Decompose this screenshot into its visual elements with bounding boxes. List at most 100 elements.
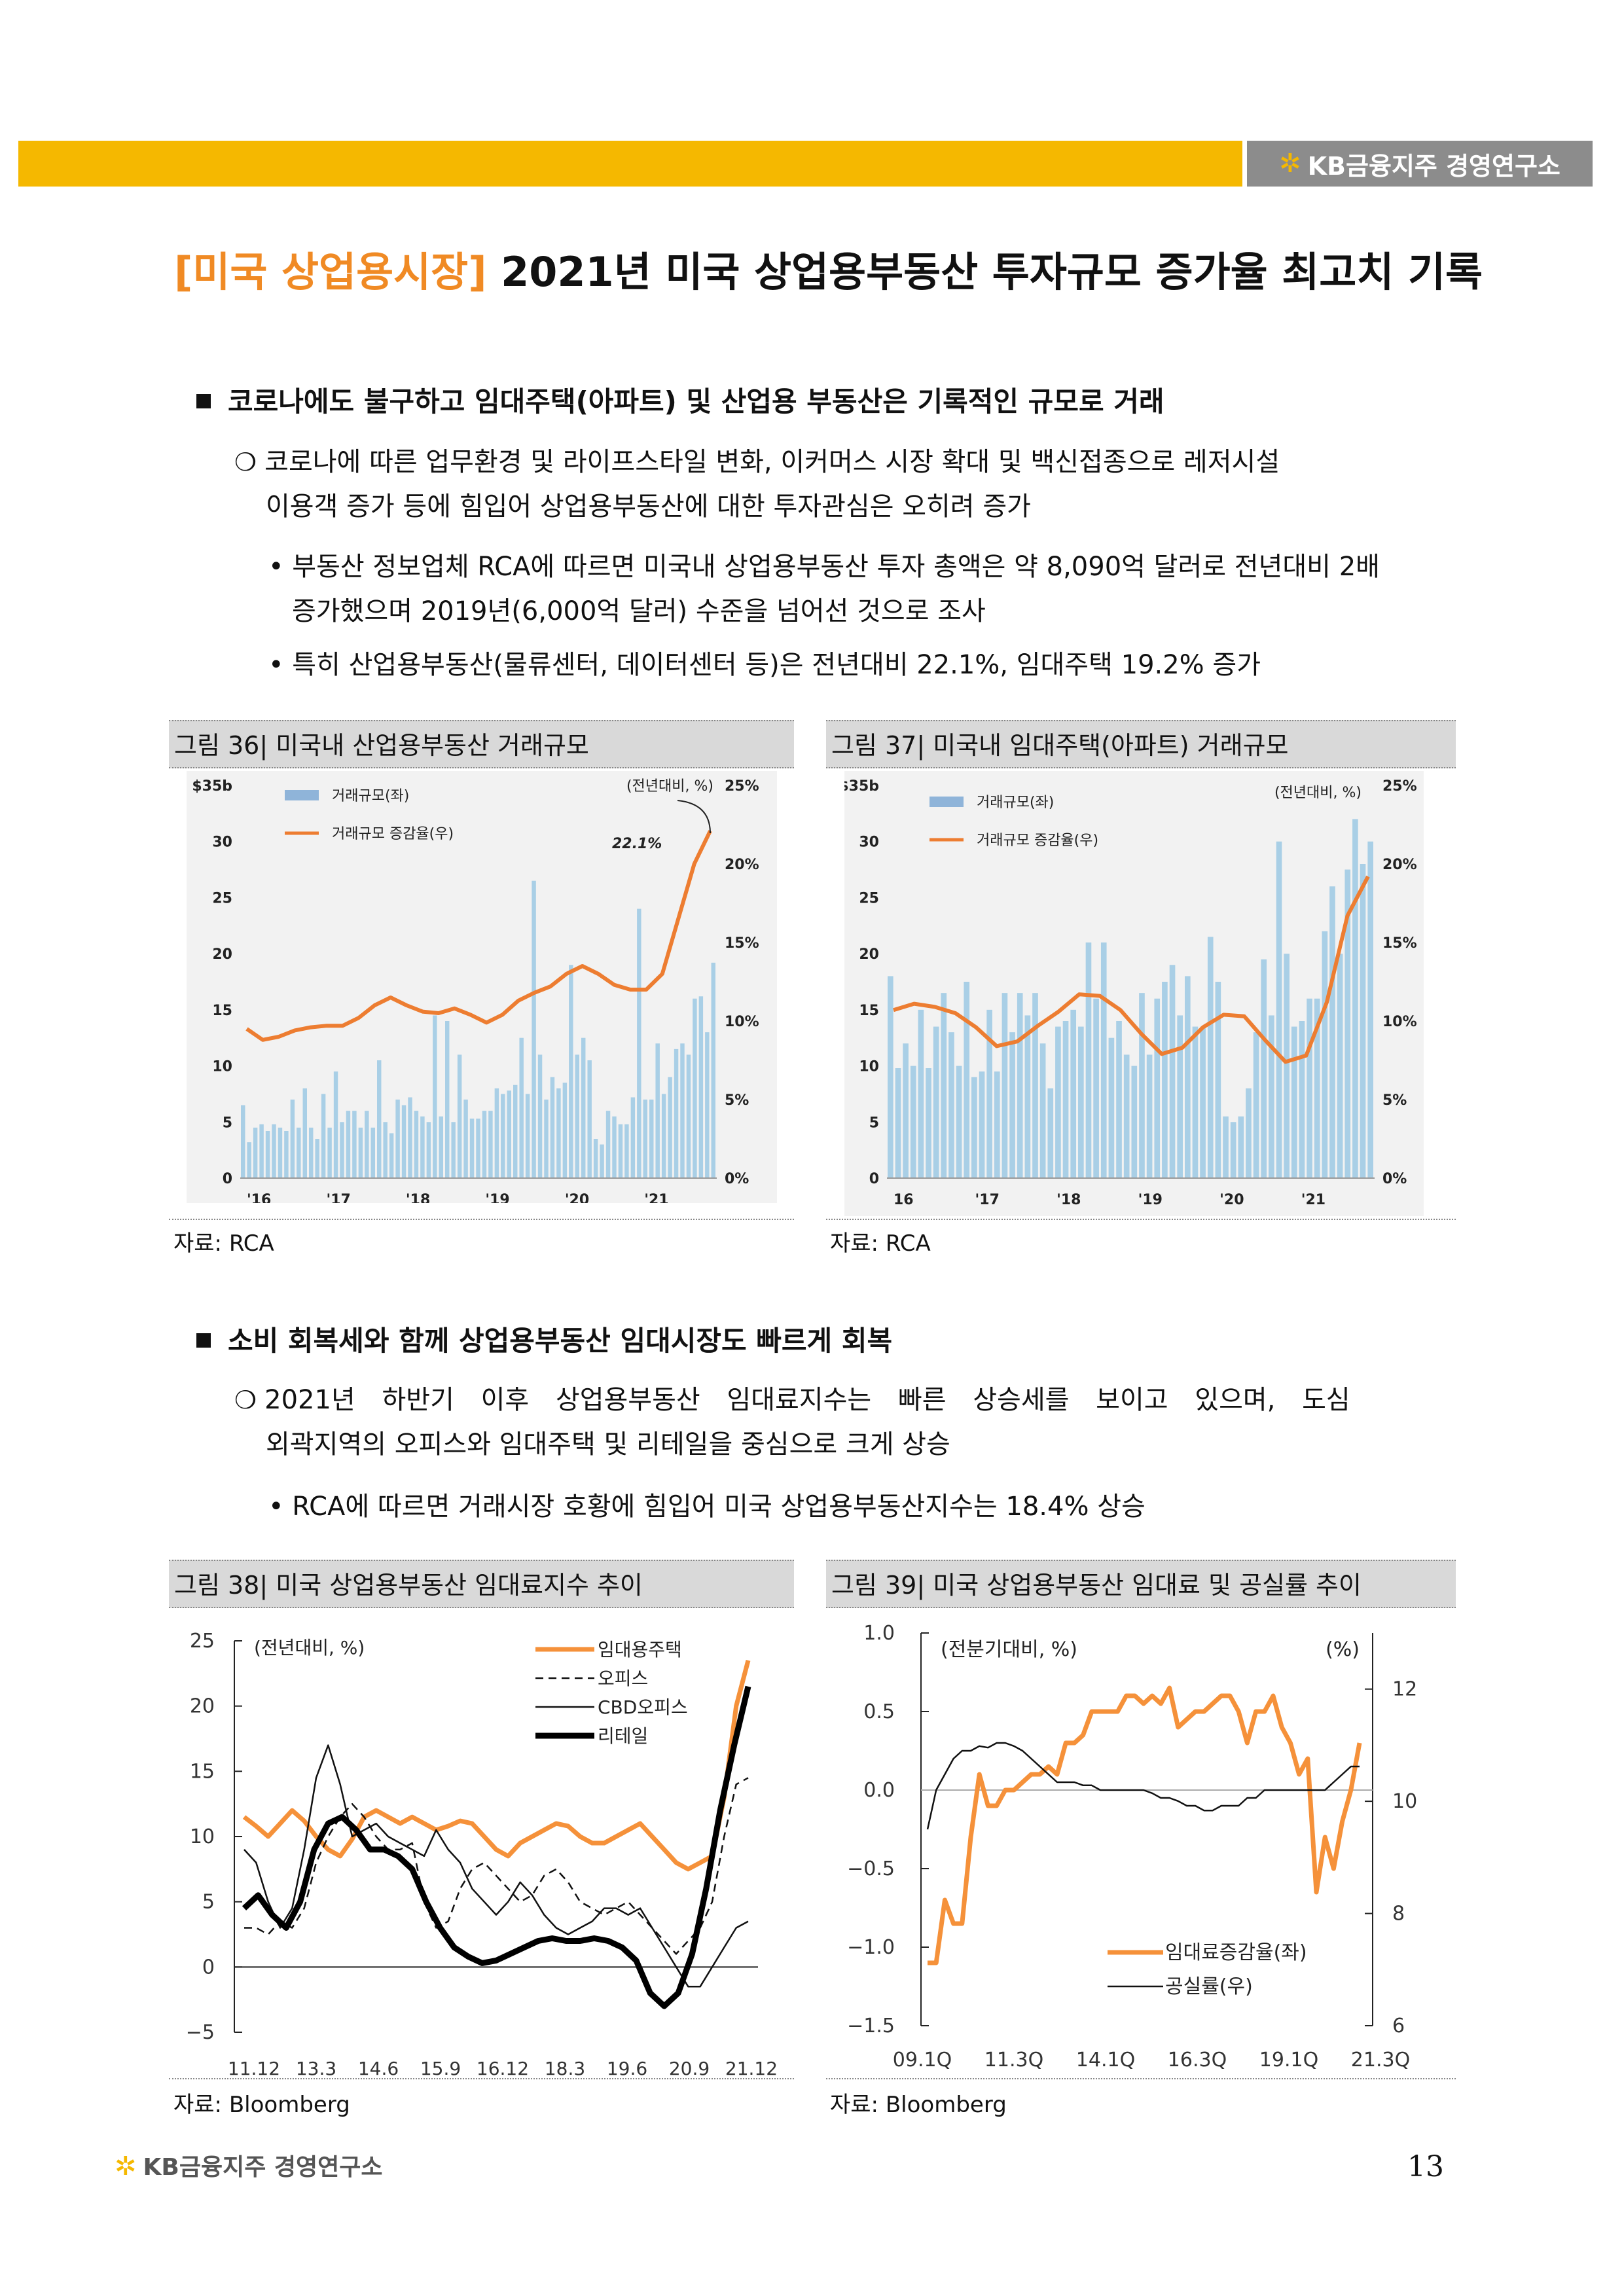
bar	[346, 1111, 351, 1178]
x-tick-label: '20	[565, 1192, 589, 1203]
left-tick-label: 30	[212, 834, 232, 851]
unit-note: (전년대비, %)	[1274, 785, 1362, 801]
title-tag: [미국 상업용시장]	[174, 248, 487, 296]
x-tick-label: '18	[1056, 1192, 1081, 1208]
header-logo: ✲ KB금융지주 경영연구소	[1247, 141, 1593, 187]
left-tick-label: 0	[223, 1171, 232, 1187]
bar	[463, 1100, 468, 1178]
left-tick-label: 30	[859, 834, 879, 851]
bar	[241, 1105, 245, 1178]
series-line	[245, 830, 712, 1042]
left-tick-label: 15	[859, 1003, 879, 1019]
section2-heading: 소비 회복세와 함께 상업용부동산 임대시장도 빠르게 회복	[196, 1319, 892, 1359]
bar	[352, 1111, 357, 1178]
left-tick-label: −1.5	[847, 2015, 895, 2037]
bar	[1047, 1088, 1054, 1178]
bar	[1024, 1015, 1031, 1178]
series-line	[926, 1742, 1360, 1830]
x-tick-label: 21.3Q	[1351, 2049, 1410, 2072]
bar	[1284, 954, 1290, 1178]
bar	[1344, 869, 1351, 1178]
bar	[488, 1111, 493, 1178]
bar	[340, 1122, 344, 1178]
bar	[290, 1100, 295, 1178]
legend-label: 거래규모 증감율(우)	[332, 826, 454, 842]
x-tick-label: 16.3Q	[1168, 2049, 1227, 2072]
section1-heading: 코로나에도 불구하고 임대주택(아파트) 및 산업용 부동산은 기록적인 규모로…	[196, 380, 1164, 420]
x-tick-label: '21	[644, 1192, 668, 1203]
bar	[587, 1060, 592, 1178]
bar	[482, 1111, 487, 1178]
bar	[1070, 1009, 1077, 1178]
series-line	[242, 1660, 751, 1872]
x-tick-label: 16	[893, 1192, 914, 1208]
bar	[365, 1111, 369, 1178]
y-tick-label: −5	[186, 2021, 215, 2044]
right-tick-label: 0%	[725, 1171, 749, 1187]
bar	[451, 1122, 456, 1178]
x-tick-label: '16	[247, 1192, 271, 1203]
section1-bullet2: • 특히 산업용부동산(물류센터, 데이터센터 등)은 전년대비 22.1%, …	[268, 650, 1261, 680]
legend-label: 공실률(우)	[1165, 1975, 1253, 1998]
kb-star-icon: ✲	[115, 2151, 137, 2181]
fig38-divider	[169, 2078, 794, 2079]
unit-note-right: (%)	[1326, 1638, 1360, 1661]
fig37-source: 자료: RCA	[830, 1230, 931, 1257]
section1-paragraph: ❍ 코로나에 따른 업무환경 및 라이프스타일 변화, 이커머스 시장 확대 및…	[234, 447, 1280, 522]
bar	[1093, 998, 1099, 1178]
kb-star-icon: ✲	[1279, 149, 1301, 179]
bar	[247, 1142, 251, 1178]
bar	[618, 1124, 623, 1178]
bar	[426, 1122, 431, 1178]
right-tick-label: 6	[1392, 2015, 1405, 2037]
bar	[1200, 1026, 1206, 1178]
bar	[1162, 982, 1168, 1178]
bar	[1215, 982, 1221, 1178]
bar	[321, 1094, 326, 1178]
section2-bullet1: • RCA에 따르면 거래시장 호황에 힘입어 미국 상업용부동산지수는 18.…	[268, 1492, 1146, 1522]
header-brand: KB금융지주 경영연구소	[1307, 151, 1561, 181]
series-line	[244, 1777, 749, 1955]
x-tick-label: '18	[406, 1192, 430, 1203]
fig39-svg: 1.0 0.5 0.0 −0.5 −1.0 −1.5 12 10 8 6 09.1Q 11.3Q 14.…	[847, 1622, 1417, 2072]
bar	[926, 1068, 931, 1178]
bar	[933, 1026, 939, 1178]
bar	[643, 1100, 647, 1178]
bar	[562, 1083, 568, 1178]
right-tick-label: 25%	[725, 778, 759, 795]
bar	[333, 1071, 338, 1178]
bar	[272, 1124, 276, 1178]
fig38-caption: 그림 38| 미국 상업용부동산 임대료지수 추이	[169, 1560, 794, 1608]
bar	[1184, 976, 1191, 1178]
fig37-chart: $35b 30 25 20 15 10 5 0 25% 20% 15% 10% 5% 0% 16 '17 '18…	[839, 771, 1424, 1216]
title-main: 2021년 미국 상업용부동산 투자규모 증가율 최고치 기록	[486, 248, 1483, 296]
bar	[581, 1037, 586, 1178]
bar	[593, 1139, 598, 1178]
bar	[1367, 841, 1373, 1178]
bar	[457, 1054, 462, 1178]
circle-bullet-icon: ❍	[234, 1386, 265, 1414]
square-bullet-icon	[196, 393, 211, 408]
bar	[537, 1054, 543, 1178]
bar	[569, 965, 573, 1178]
bar	[1261, 959, 1267, 1178]
circle-bullet-icon: ❍	[234, 448, 265, 476]
bar	[309, 1127, 314, 1178]
left-tick-label: 0	[869, 1171, 879, 1187]
bar	[544, 1100, 549, 1178]
bar	[439, 1116, 443, 1178]
right-tick-label: 5%	[1382, 1092, 1407, 1109]
bar	[1291, 1026, 1297, 1178]
bar	[1307, 998, 1312, 1178]
bar	[1314, 998, 1320, 1178]
annotation-arrow	[677, 800, 711, 834]
bar	[302, 1088, 307, 1178]
bar	[1169, 965, 1176, 1178]
bar	[1207, 937, 1214, 1178]
bar	[1085, 942, 1092, 1178]
bar	[513, 1085, 518, 1178]
bar	[888, 976, 893, 1178]
footer-logo: ✲ KB금융지주 경영연구소	[115, 2151, 383, 2181]
bar	[327, 1127, 332, 1178]
bar	[941, 993, 947, 1178]
